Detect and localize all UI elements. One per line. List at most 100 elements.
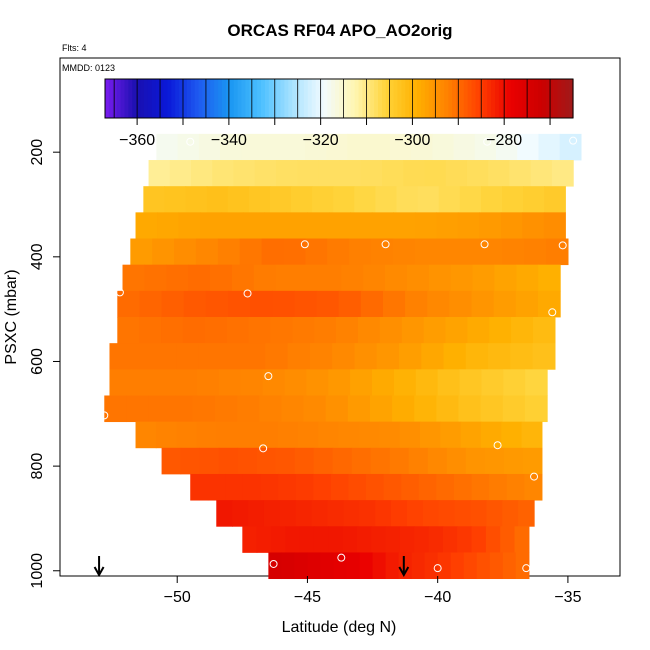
heatmap-cell	[237, 447, 258, 475]
heatmap-cell	[522, 447, 543, 475]
latitude-markers	[93, 556, 410, 578]
heatmap-cell	[303, 395, 327, 423]
heatmap-cell	[383, 473, 402, 501]
heatmap-cell	[399, 526, 415, 553]
heatmap-cell	[212, 160, 235, 187]
heatmap-cell	[466, 160, 489, 187]
heatmap-cell	[210, 264, 233, 292]
heatmap-cell	[398, 343, 422, 370]
colorbar-segment	[362, 79, 367, 118]
colorbar-segment	[206, 79, 211, 118]
sample-point	[558, 241, 567, 250]
sample-point	[569, 136, 578, 145]
colorbar-segment	[428, 79, 434, 118]
heatmap-cell	[393, 369, 417, 396]
colorbar-segment	[237, 79, 243, 118]
heatmap-cell	[231, 264, 255, 292]
sample-point	[259, 444, 268, 453]
colorbar-segment	[112, 79, 118, 118]
heatmap-cell	[295, 473, 314, 501]
heatmap-cell	[460, 421, 482, 449]
heatmap-cell	[398, 552, 413, 580]
sample-point	[337, 553, 346, 562]
heatmap-cell	[248, 317, 272, 344]
heatmap-cell	[350, 369, 373, 396]
colorbar-segment	[502, 79, 508, 118]
colorbar-segment	[545, 79, 551, 118]
colorbar-segment	[222, 79, 227, 118]
heatmap-cell	[232, 500, 249, 527]
heatmap-cell	[445, 317, 468, 344]
colorbar-segment	[549, 79, 555, 118]
colorbar-segment	[491, 79, 496, 118]
heatmap-cell	[256, 447, 277, 475]
colorbar-segment	[393, 79, 399, 118]
heatmap-cell	[518, 500, 535, 527]
heatmap-cell	[241, 133, 264, 161]
heatmap-cell	[341, 264, 364, 292]
colorbar-segment	[569, 79, 574, 118]
heatmap-cell	[174, 238, 197, 266]
colorbar: −360 −340 −320 −300 −280	[104, 78, 574, 149]
heatmap-cell	[297, 264, 321, 292]
colorbar-segment	[311, 79, 317, 118]
chart-title: ORCAS RF04 APO_AO2orig	[227, 21, 452, 40]
heatmap-cell	[459, 186, 482, 213]
sample-point	[483, 137, 492, 146]
heatmap-cell	[472, 264, 496, 292]
heatmap-cell	[422, 500, 440, 527]
colorbar-segment	[405, 79, 410, 118]
heatmap-cell	[336, 317, 359, 344]
heatmap-cell	[371, 526, 387, 553]
heatmap-cell	[135, 212, 158, 239]
heatmap-cell	[515, 290, 539, 318]
heatmap-cell	[316, 290, 340, 318]
x-tick-label: −35	[554, 589, 581, 606]
heatmap-cell	[391, 500, 408, 527]
heatmap-cell	[471, 290, 495, 318]
heatmap-cell	[131, 369, 154, 396]
colorbar-segment	[159, 79, 165, 118]
colorbar-segment	[296, 79, 301, 118]
heatmap-cell	[401, 317, 425, 344]
heatmap-cell	[357, 317, 381, 344]
heatmap-cell	[281, 552, 296, 580]
heatmap-cell	[109, 369, 132, 396]
heatmap-cell	[480, 238, 503, 266]
heatmap-cell	[299, 526, 315, 553]
heatmap-cell	[502, 395, 526, 423]
colorbar-segment	[284, 79, 289, 118]
colorbar-segment	[354, 79, 360, 118]
heatmap-cell	[480, 186, 503, 213]
heatmap-cell	[148, 395, 172, 423]
heatmap-cell	[543, 212, 566, 239]
heatmap-cell	[437, 552, 452, 580]
colorbar-segment	[140, 79, 145, 118]
heatmap-cell	[484, 447, 505, 475]
heatmap	[104, 133, 582, 580]
heatmap-cell	[494, 264, 517, 292]
heatmap-cell	[176, 421, 198, 449]
heatmap-cell	[406, 264, 430, 292]
colorbar-segment	[342, 79, 348, 118]
heatmap-cell	[148, 160, 171, 187]
heatmap-cell	[480, 395, 504, 423]
heatmap-cell	[511, 317, 534, 344]
sample-point	[480, 240, 489, 249]
colorbar-segment	[136, 79, 141, 118]
heatmap-cell	[471, 473, 490, 501]
heatmap-cell	[327, 238, 350, 266]
heatmap-cell	[170, 395, 194, 423]
heatmap-cell	[153, 369, 176, 396]
heatmap-cell	[382, 290, 406, 318]
colorbar-segment	[147, 79, 153, 118]
colorbar-segment	[432, 79, 438, 118]
heatmap-cell	[405, 290, 428, 318]
heatmap-cell	[161, 317, 184, 344]
colorbar-segment	[210, 79, 215, 118]
heatmap-cell	[143, 186, 166, 213]
heatmap-cell	[501, 421, 523, 449]
colorbar-segment	[105, 79, 110, 118]
heatmap-cell	[270, 317, 293, 344]
colorbar-segment	[144, 79, 149, 118]
